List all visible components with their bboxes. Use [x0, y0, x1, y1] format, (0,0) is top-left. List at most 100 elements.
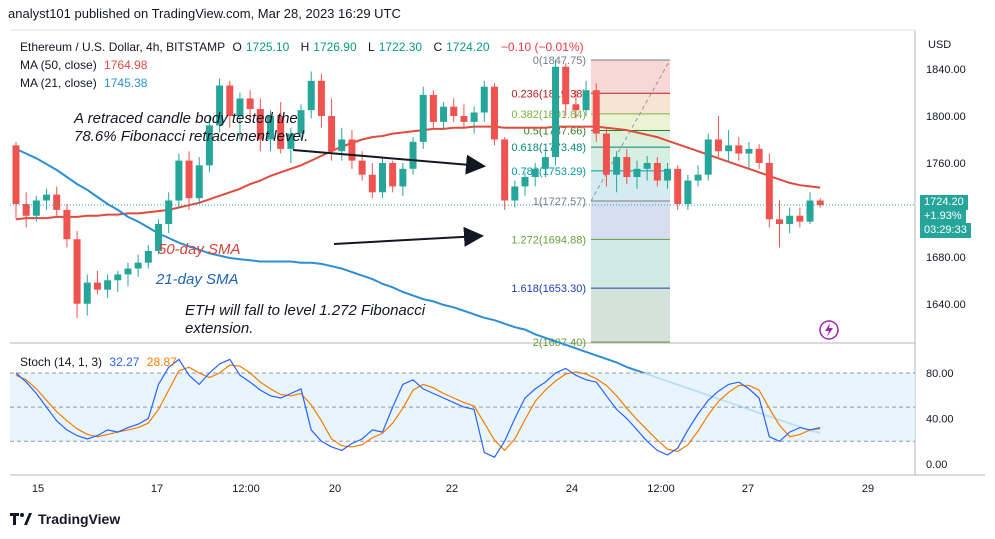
candle [653, 157, 661, 187]
annotation-forecast[interactable]: ETH will fall to level 1.272 Fibonacci e… [185, 302, 426, 337]
candle [501, 137, 509, 210]
candle-body [175, 160, 183, 201]
candle-body [745, 148, 753, 154]
fib-zone [591, 201, 670, 240]
price-tag-change: +1.93% [920, 209, 966, 224]
candle-body [73, 239, 81, 304]
annotation-arrows [292, 149, 839, 340]
ma21-legend[interactable]: MA (21, close) 1745.38 [20, 76, 151, 90]
candle-body [338, 139, 346, 152]
candle-body [267, 116, 274, 140]
candle [307, 71, 315, 119]
fib-zone [591, 288, 670, 342]
candle-body [450, 106, 458, 117]
candle-body [460, 116, 468, 122]
fib-zone [591, 93, 670, 114]
fib-level-label: 1(1727.57) [533, 196, 586, 208]
candle [592, 83, 600, 142]
candle [348, 130, 356, 169]
candle [714, 116, 722, 158]
fib-zone [591, 239, 670, 289]
stoch-tick-label: 40.00 [926, 414, 954, 426]
candle-body [796, 215, 804, 222]
candle-body [623, 157, 631, 178]
candle [256, 98, 264, 152]
candle-body [195, 165, 203, 199]
candle [816, 198, 824, 208]
candle-body [562, 66, 570, 105]
candle-body [114, 274, 122, 281]
candle-body [63, 209, 71, 240]
stoch-d-value: 28.87 [146, 355, 177, 369]
stoch-legend[interactable]: Stoch (14, 1, 3) 32.27 28.87 [20, 355, 181, 369]
change-value: −0.10 (−0.01%) [500, 40, 584, 54]
annotation-sma50[interactable]: 50-day SMA [158, 241, 241, 258]
price-tag-value: 1724.20 [920, 195, 968, 210]
high-value: 1726.90 [313, 40, 357, 54]
candle-body [541, 157, 549, 169]
axes: USD 1840.00 1800.00 1760.00 1680.00 1640.00 80… [32, 39, 966, 495]
candle-body [124, 268, 132, 275]
candle-body [12, 145, 20, 205]
candle [684, 174, 692, 210]
annotation-retrace[interactable]: A retraced candle body tested the 78.6% … [74, 110, 309, 145]
time-tick-label: 17 [151, 483, 163, 495]
candle-body [226, 85, 234, 117]
candle [73, 231, 81, 318]
candle [786, 207, 794, 234]
candle [297, 104, 305, 140]
fib-zone [591, 60, 670, 94]
candle [674, 165, 682, 210]
candle-body [714, 139, 722, 152]
candle-body [317, 80, 325, 117]
candle [124, 262, 132, 287]
lightning-icon-bolt [825, 323, 833, 337]
candle [277, 101, 285, 154]
fibonacci-tool[interactable]: 0(1847.75) 0.236(1819.38) 0.382(1801.84) 0.… [511, 55, 671, 349]
fib-level-label: 1.618(1653.30) [511, 283, 586, 295]
candle-body [32, 200, 40, 216]
time-tick-label: 24 [566, 483, 578, 495]
candle [694, 165, 702, 187]
candle-body [664, 168, 672, 181]
candle-body [297, 110, 305, 134]
retrace-arrow [292, 149, 486, 175]
ma50-label: MA (50, close) [20, 58, 97, 72]
candle [511, 180, 519, 208]
time-tick-label: 22 [446, 483, 458, 495]
time-tick-label: 12:00 [647, 483, 675, 495]
ma50-legend[interactable]: MA (50, close) 1764.98 [20, 58, 151, 72]
candle [134, 254, 142, 277]
publish-header: analyst101 published on TradingView.com,… [8, 6, 401, 21]
candle [205, 116, 213, 173]
candle [602, 127, 610, 187]
candle [216, 78, 224, 133]
candle [664, 162, 672, 189]
candle [419, 86, 427, 149]
candle-body [694, 174, 702, 181]
candle-body [144, 250, 152, 263]
ma21-label: MA (21, close) [20, 76, 97, 90]
symbol-title[interactable]: Ethereum / U.S. Dollar, 4h, BITSTAMP [20, 40, 226, 54]
candle-body [104, 280, 112, 290]
stoch-k-line [15, 358, 821, 458]
candle [226, 80, 234, 128]
candle [267, 110, 274, 152]
candle [745, 141, 753, 169]
price-tag-countdown: 03:29:33 [920, 223, 971, 238]
annotation-sma21[interactable]: 21-day SMA [156, 271, 239, 288]
fib-zone [591, 113, 670, 131]
candle-body [480, 86, 488, 113]
chart-frame [10, 29, 985, 476]
ma21-value: 1745.38 [104, 76, 148, 90]
candle-body [765, 162, 773, 220]
tradingview-logo[interactable]: TradingView [10, 511, 120, 527]
candle-body [806, 200, 814, 222]
candle-body [93, 282, 101, 290]
candle [53, 186, 61, 216]
time-tick-label: 12:00 [232, 483, 260, 495]
candle-body [613, 157, 621, 175]
candle [704, 133, 712, 181]
candle [643, 155, 651, 181]
candle [114, 270, 122, 293]
